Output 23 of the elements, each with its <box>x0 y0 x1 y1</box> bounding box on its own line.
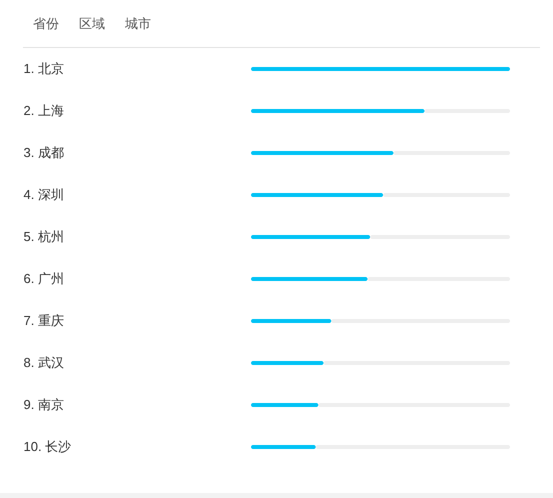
y-tick-label: 5. 杭州 <box>24 229 64 244</box>
bar <box>251 67 510 71</box>
bar <box>251 109 425 113</box>
y-tick-label: 6. 广州 <box>24 271 64 286</box>
y-tick-label: 9. 南京 <box>24 397 64 412</box>
y-tick-label: 4. 深圳 <box>24 187 64 202</box>
bar <box>251 277 368 281</box>
y-tick-label: 3. 成都 <box>24 145 64 160</box>
bar <box>251 193 384 197</box>
bar <box>251 403 318 407</box>
tab-label: 区域 <box>79 15 105 33</box>
tab-label: 省份 <box>33 15 59 33</box>
y-tick-label: 2. 上海 <box>24 103 64 118</box>
bar <box>251 235 370 239</box>
bar <box>251 361 324 365</box>
y-tick-label: 7. 重庆 <box>24 313 64 328</box>
bar <box>251 319 332 323</box>
tab-label: 城市 <box>125 15 151 33</box>
y-tick-label: 10. 长沙 <box>24 439 72 454</box>
y-tick-label: 8. 武汉 <box>24 355 64 370</box>
y-tick-label: 1. 北京 <box>24 61 64 76</box>
bar <box>251 445 316 449</box>
bar <box>251 151 394 155</box>
